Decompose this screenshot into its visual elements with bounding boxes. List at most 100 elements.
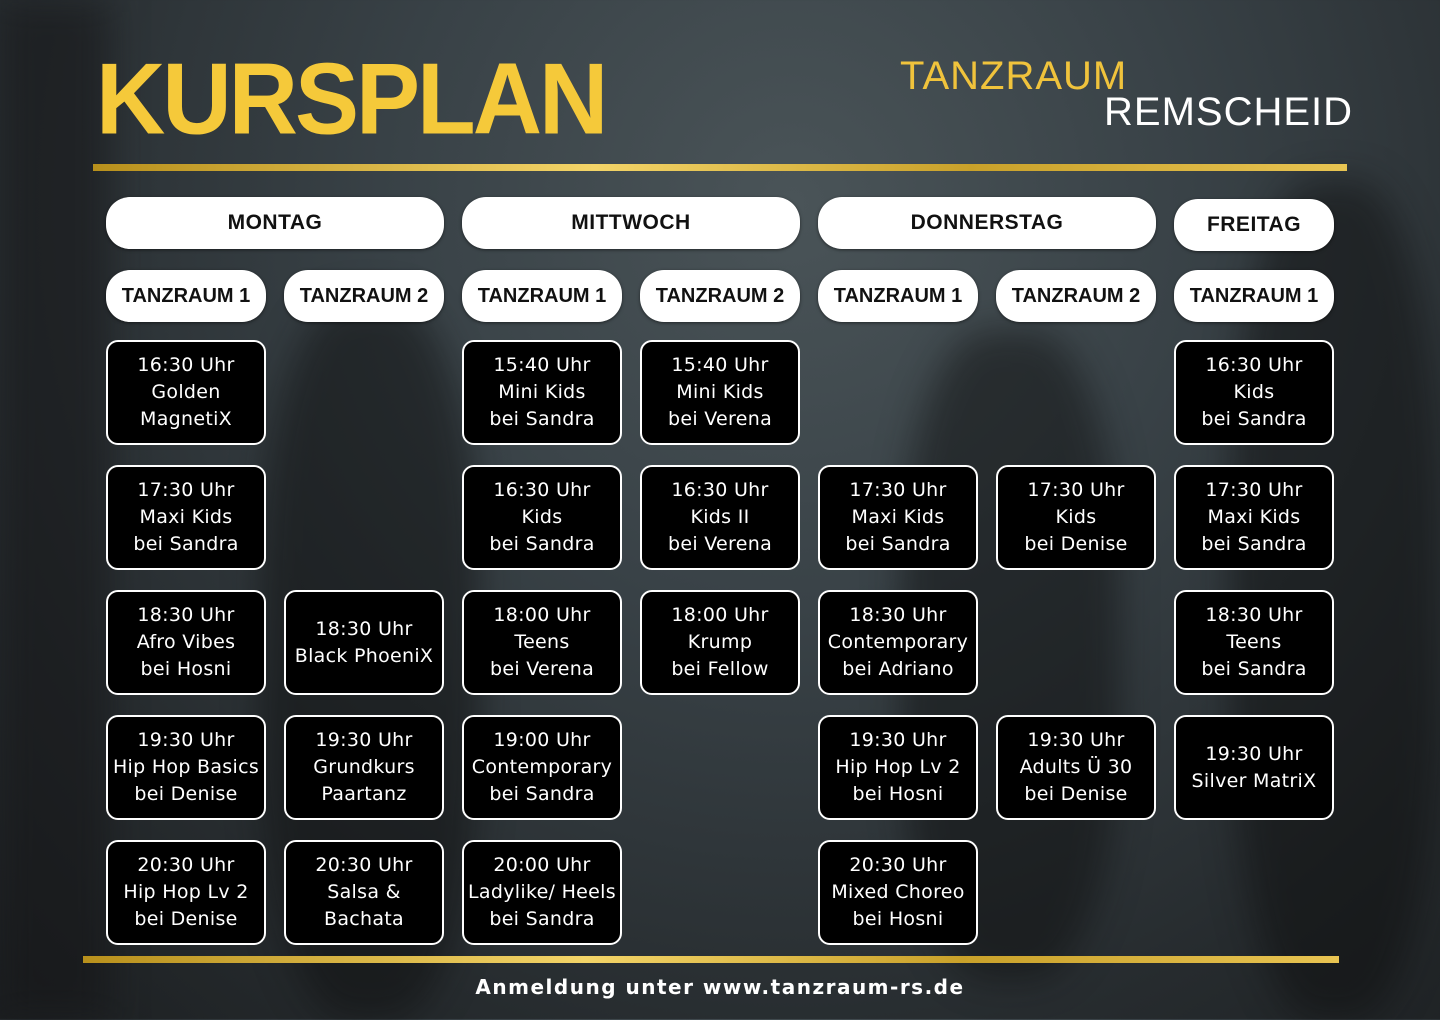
course-detail: bei Sandra bbox=[489, 908, 595, 930]
course-card: 16:30 Uhr Kids bei Sandra bbox=[1174, 340, 1334, 445]
course-detail: Maxi Kids bbox=[139, 506, 233, 528]
course-detail: bei Adriano bbox=[842, 658, 954, 680]
course-detail: Paartanz bbox=[321, 783, 407, 805]
course-time: 19:30 Uhr bbox=[137, 729, 235, 751]
room-header: TANZRAUM 2 bbox=[996, 270, 1156, 322]
course-detail: Kids bbox=[521, 506, 563, 528]
course-detail: Ladylike/ Heels bbox=[468, 881, 616, 903]
course-detail: Hip Hop Lv 2 bbox=[835, 756, 961, 778]
course-detail: Hip Hop Lv 2 bbox=[123, 881, 249, 903]
bottom-divider bbox=[83, 956, 1339, 963]
course-detail: bei Sandra bbox=[1201, 533, 1307, 555]
brand-line-2: REMSCHEID bbox=[1104, 90, 1354, 134]
course-time: 15:40 Uhr bbox=[493, 354, 591, 376]
course-card: 15:40 Uhr Mini Kids bei Verena bbox=[640, 340, 800, 445]
course-time: 16:30 Uhr bbox=[671, 479, 769, 501]
day-header-montag: MONTAG bbox=[106, 197, 444, 249]
course-time: 18:30 Uhr bbox=[137, 604, 235, 626]
course-detail: Kids bbox=[1233, 381, 1275, 403]
course-time: 19:30 Uhr bbox=[1027, 729, 1125, 751]
course-time: 17:30 Uhr bbox=[849, 479, 947, 501]
course-card: 17:30 Uhr Maxi Kids bei Sandra bbox=[1174, 465, 1334, 570]
course-detail: bei Verena bbox=[667, 408, 773, 430]
course-detail: Krump bbox=[687, 631, 753, 653]
course-card: 19:30 Uhr Hip Hop Basics bei Denise bbox=[106, 715, 266, 820]
course-detail: bei Verena bbox=[489, 658, 595, 680]
course-time: 18:30 Uhr bbox=[315, 617, 413, 640]
course-card: 20:30 Uhr Mixed Choreo bei Hosni bbox=[818, 840, 978, 945]
course-card: 19:00 Uhr Contemporary bei Sandra bbox=[462, 715, 622, 820]
course-detail: bei Denise bbox=[134, 783, 238, 805]
course-card: 16:30 Uhr Golden MagnetiX bbox=[106, 340, 266, 445]
course-time: 18:30 Uhr bbox=[1205, 604, 1303, 626]
room-header: TANZRAUM 1 bbox=[462, 270, 622, 322]
course-detail: bei Verena bbox=[667, 533, 773, 555]
course-time: 19:00 Uhr bbox=[493, 729, 591, 751]
course-card: 19:30 Uhr Adults Ü 30 bei Denise bbox=[996, 715, 1156, 820]
course-detail: Adults Ü 30 bbox=[1019, 756, 1133, 778]
course-detail: Mixed Choreo bbox=[831, 881, 965, 903]
course-detail: bei Sandra bbox=[1201, 658, 1307, 680]
day-header-mittwoch: MITTWOCH bbox=[462, 197, 800, 249]
course-detail: bei Hosni bbox=[852, 783, 944, 805]
course-detail: Teens bbox=[514, 631, 570, 653]
course-time: 17:30 Uhr bbox=[137, 479, 235, 501]
course-detail: bei Denise bbox=[134, 908, 238, 930]
course-detail: bei Denise bbox=[1024, 783, 1128, 805]
course-time: 19:30 Uhr bbox=[1205, 742, 1303, 765]
course-detail: Bachata bbox=[323, 908, 404, 930]
course-detail: Silver MatriX bbox=[1191, 769, 1317, 792]
course-card: 18:00 Uhr Krump bei Fellow bbox=[640, 590, 800, 695]
course-card: 18:30 Uhr Contemporary bei Adriano bbox=[818, 590, 978, 695]
course-card: 20:00 Uhr Ladylike/ Heels bei Sandra bbox=[462, 840, 622, 945]
course-detail: Kids II bbox=[690, 506, 750, 528]
course-time: 18:00 Uhr bbox=[493, 604, 591, 626]
course-detail: bei Sandra bbox=[489, 408, 595, 430]
course-detail: Maxi Kids bbox=[851, 506, 945, 528]
course-time: 18:30 Uhr bbox=[849, 604, 947, 626]
course-card: 18:30 Uhr Black PhoeniX bbox=[284, 590, 444, 695]
brand-line-1: TANZRAUM bbox=[900, 54, 1128, 98]
course-time: 20:00 Uhr bbox=[493, 854, 591, 876]
course-card: 17:30 Uhr Maxi Kids bei Sandra bbox=[106, 465, 266, 570]
course-card: 18:30 Uhr Afro Vibes bei Hosni bbox=[106, 590, 266, 695]
page-title: KURSPLAN bbox=[96, 43, 608, 156]
course-detail: Mini Kids bbox=[498, 381, 586, 403]
course-detail: MagnetiX bbox=[140, 408, 232, 430]
course-detail: bei Fellow bbox=[671, 658, 769, 680]
course-time: 15:40 Uhr bbox=[671, 354, 769, 376]
course-card: 19:30 Uhr Grundkurs Paartanz bbox=[284, 715, 444, 820]
course-card: 19:30 Uhr Hip Hop Lv 2 bei Hosni bbox=[818, 715, 978, 820]
course-time: 20:30 Uhr bbox=[315, 854, 413, 876]
course-detail: bei Sandra bbox=[489, 533, 595, 555]
course-detail: Black PhoeniX bbox=[294, 644, 434, 667]
course-detail: Kids bbox=[1055, 506, 1097, 528]
course-time: 16:30 Uhr bbox=[1205, 354, 1303, 376]
course-detail: Grundkurs bbox=[313, 756, 415, 778]
course-detail: Contemporary bbox=[827, 631, 969, 653]
course-card: 17:30 Uhr Kids bei Denise bbox=[996, 465, 1156, 570]
course-time: 17:30 Uhr bbox=[1205, 479, 1303, 501]
course-time: 20:30 Uhr bbox=[137, 854, 235, 876]
day-header-freitag: FREITAG bbox=[1174, 199, 1334, 251]
course-detail: Contemporary bbox=[471, 756, 613, 778]
course-detail: Teens bbox=[1226, 631, 1282, 653]
registration-footer: Anmeldung unter www.tanzraum-rs.de bbox=[475, 975, 965, 999]
course-time: 17:30 Uhr bbox=[1027, 479, 1125, 501]
course-detail: bei Hosni bbox=[852, 908, 944, 930]
course-time: 18:00 Uhr bbox=[671, 604, 769, 626]
course-detail: Hip Hop Basics bbox=[112, 756, 260, 778]
room-header: TANZRAUM 1 bbox=[106, 270, 266, 322]
course-time: 19:30 Uhr bbox=[849, 729, 947, 751]
course-detail: bei Denise bbox=[1024, 533, 1128, 555]
course-detail: bei Hosni bbox=[140, 658, 232, 680]
course-detail: Maxi Kids bbox=[1207, 506, 1301, 528]
top-divider bbox=[93, 164, 1347, 171]
course-card: 16:30 Uhr Kids II bei Verena bbox=[640, 465, 800, 570]
room-header: TANZRAUM 1 bbox=[818, 270, 978, 322]
room-header: TANZRAUM 1 bbox=[1174, 270, 1334, 322]
course-detail: bei Sandra bbox=[489, 783, 595, 805]
course-time: 16:30 Uhr bbox=[493, 479, 591, 501]
room-header: TANZRAUM 2 bbox=[284, 270, 444, 322]
course-card: 20:30 Uhr Hip Hop Lv 2 bei Denise bbox=[106, 840, 266, 945]
